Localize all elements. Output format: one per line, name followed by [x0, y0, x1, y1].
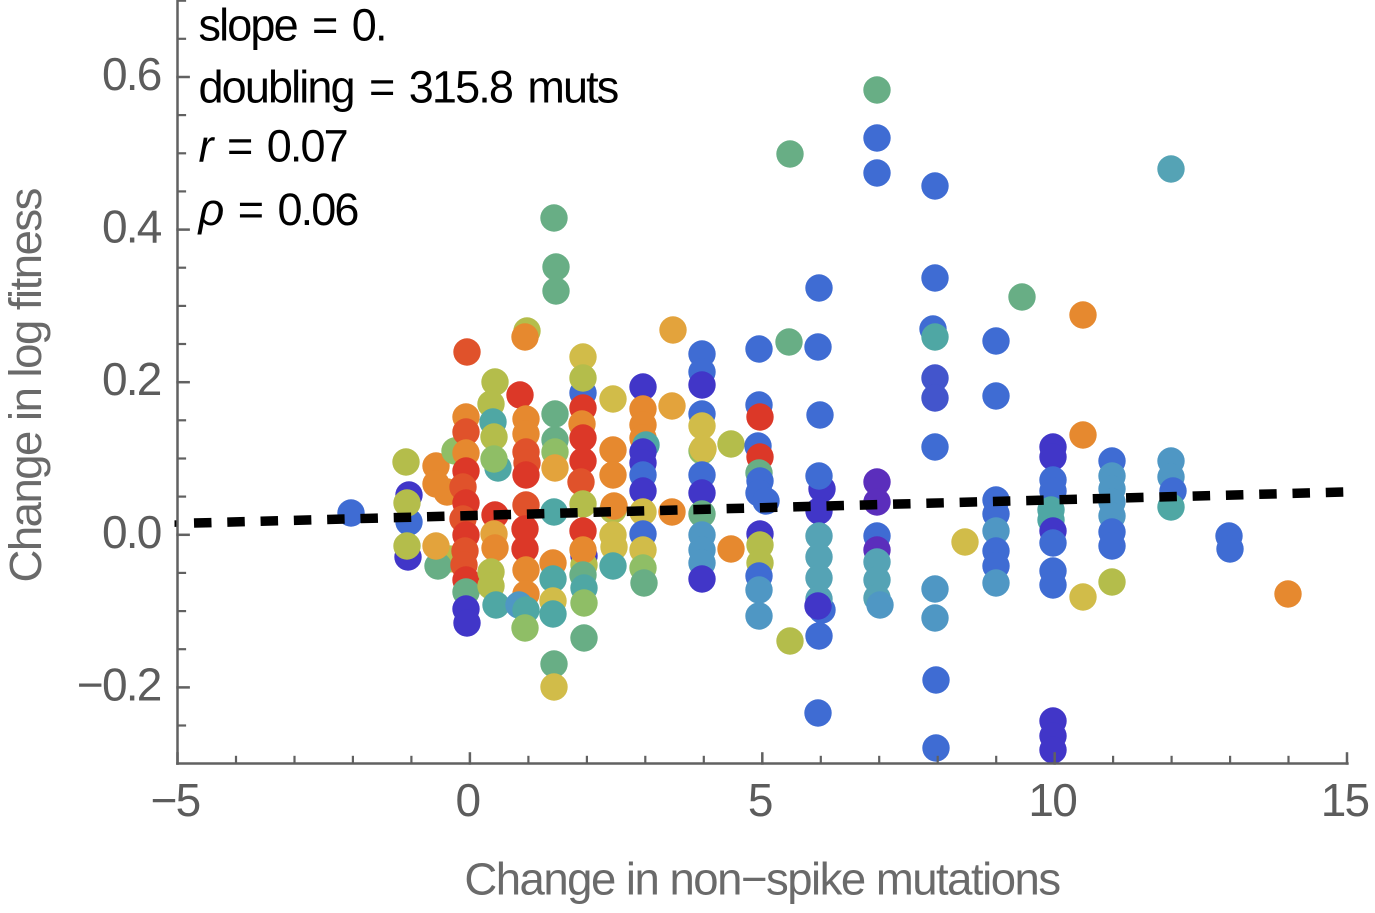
svg-text:15: 15 — [1321, 774, 1369, 826]
svg-text:Change in non−spike mutations: Change in non−spike mutations — [464, 854, 1060, 905]
svg-text:10: 10 — [1028, 774, 1076, 826]
svg-text:0: 0 — [456, 774, 480, 826]
svg-text:r = 0.07: r = 0.07 — [199, 120, 347, 171]
svg-text:−0.2: −0.2 — [77, 658, 161, 710]
svg-text:Change in log fitness: Change in log fitness — [0, 188, 51, 582]
svg-text:ρ = 0.06: ρ = 0.06 — [197, 184, 359, 235]
svg-text:slope = 0.: slope = 0. — [199, 0, 386, 51]
svg-text:0.4: 0.4 — [102, 201, 162, 253]
svg-text:0.6: 0.6 — [102, 48, 161, 100]
svg-text:0.0: 0.0 — [102, 506, 161, 558]
svg-text:5: 5 — [748, 774, 772, 826]
svg-text:−5: −5 — [151, 774, 200, 826]
svg-text:doubling = 315.8 muts: doubling = 315.8 muts — [199, 62, 618, 113]
svg-text:0.2: 0.2 — [102, 353, 161, 405]
